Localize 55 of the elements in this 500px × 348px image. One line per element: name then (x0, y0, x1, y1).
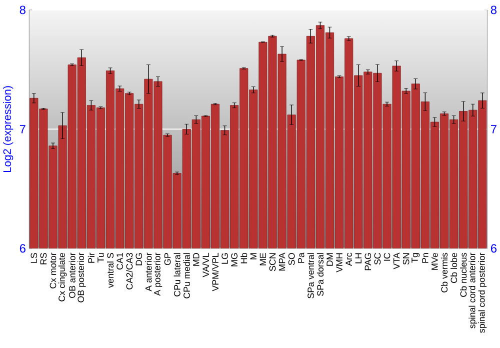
x-tick-label: LG (222, 253, 228, 264)
x-tick-label: Cb nucleus (460, 253, 467, 297)
x-tick-label: SPa dorsal (316, 253, 324, 296)
y-axis-title: Log2 (expression) (2, 86, 14, 172)
x-tick-label: CA2/CA3 (126, 253, 133, 290)
x-tick-label: CPu lateral (174, 253, 180, 296)
x-tick-label: Pa (298, 252, 304, 263)
x-tick-label: ME (260, 253, 266, 266)
x-tick-label: DG (136, 253, 142, 266)
x-tick-label: VTA (393, 252, 400, 270)
x-tick-label: CPu medial (183, 253, 190, 298)
x-tick-label: MPA (278, 252, 286, 271)
x-tick-label: SO (288, 253, 295, 266)
y-tick-label: 7 (20, 125, 26, 134)
x-tick-label: VPM/VPL (212, 252, 219, 292)
x-tick-label: MVe (432, 253, 438, 270)
y2-tick-label: 6 (491, 244, 496, 253)
x-tick-label: Cb vermis (440, 253, 448, 292)
x-tick-label: VMH (336, 253, 342, 273)
x-tick-label: Tu (98, 253, 104, 263)
x-tick-label: OB posterior (77, 252, 86, 302)
x-tick-label: Cx motor (50, 252, 56, 289)
x-tick-label: MD (193, 253, 200, 266)
x-tick-label: CA1 (116, 253, 123, 270)
x-tick-label: spinal cord posterior (478, 252, 487, 333)
x-tick-label: Pir (88, 252, 94, 263)
x-tick-label: SPa ventral (307, 253, 314, 299)
x-tick-label: PAG (364, 253, 372, 270)
x-tick-label: Tg (412, 253, 420, 263)
x-tick-label: M (250, 253, 256, 260)
x-tick-label: Arc (346, 252, 352, 266)
x-tick-label: LH (355, 253, 362, 264)
y2-tick-label: 7 (491, 125, 496, 134)
x-tick-label: MG (231, 253, 238, 266)
x-tick-label: RS (40, 253, 47, 264)
x-tick-label: ventral S (106, 253, 114, 288)
x-tick-label: DM (326, 253, 333, 266)
y-tick-label: 6 (20, 244, 26, 253)
y-tick-label: 8 (20, 6, 26, 14)
x-tick-label: Pn (422, 253, 428, 263)
x-tick-label: IC (384, 253, 390, 261)
x-tick-label: spinal cord anterior (468, 252, 478, 328)
x-tick-label: Cx cingulate (58, 253, 67, 302)
y2-tick-label: 8 (490, 6, 496, 14)
x-tick-label: SCN (269, 253, 276, 272)
x-tick-label: OB anterior (68, 252, 76, 298)
x-tick-label: A anterior (145, 252, 152, 292)
x-tick-label: Cb lobe (450, 253, 458, 284)
x-tick-label: Hb (240, 253, 248, 264)
x-tick-label: LS (30, 253, 38, 263)
x-tick-label: SN (402, 253, 410, 265)
x-tick-label: VA/VL (202, 252, 209, 278)
x-tick-label: SC (374, 253, 381, 265)
x-tick-label: GP (164, 253, 171, 266)
x-tick-label: A posterior (154, 252, 162, 296)
